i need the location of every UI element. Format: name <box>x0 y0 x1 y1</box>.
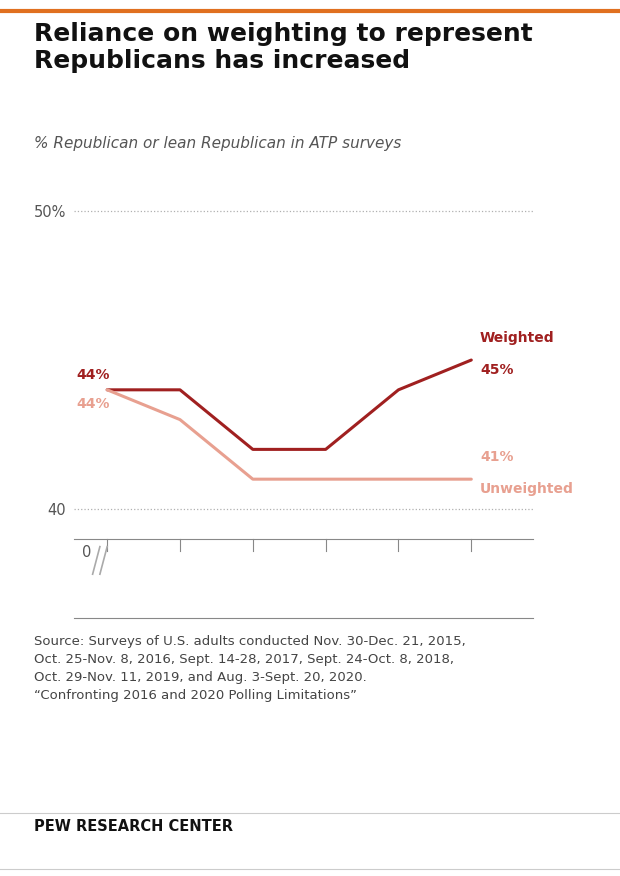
Text: 44%: 44% <box>77 369 110 383</box>
Text: Reliance on weighting to represent
Republicans has increased: Reliance on weighting to represent Repub… <box>34 22 533 73</box>
Text: 0: 0 <box>82 545 91 560</box>
Text: 41%: 41% <box>480 450 513 464</box>
Text: Unweighted: Unweighted <box>480 482 574 496</box>
Text: 45%: 45% <box>480 363 513 377</box>
Text: PEW RESEARCH CENTER: PEW RESEARCH CENTER <box>34 819 233 834</box>
Text: Source: Surveys of U.S. adults conducted Nov. 30-Dec. 21, 2015,
Oct. 25-Nov. 8, : Source: Surveys of U.S. adults conducted… <box>34 635 466 702</box>
Text: Weighted: Weighted <box>480 331 555 345</box>
Text: 44%: 44% <box>77 398 110 411</box>
Text: % Republican or lean Republican in ATP surveys: % Republican or lean Republican in ATP s… <box>34 136 402 151</box>
